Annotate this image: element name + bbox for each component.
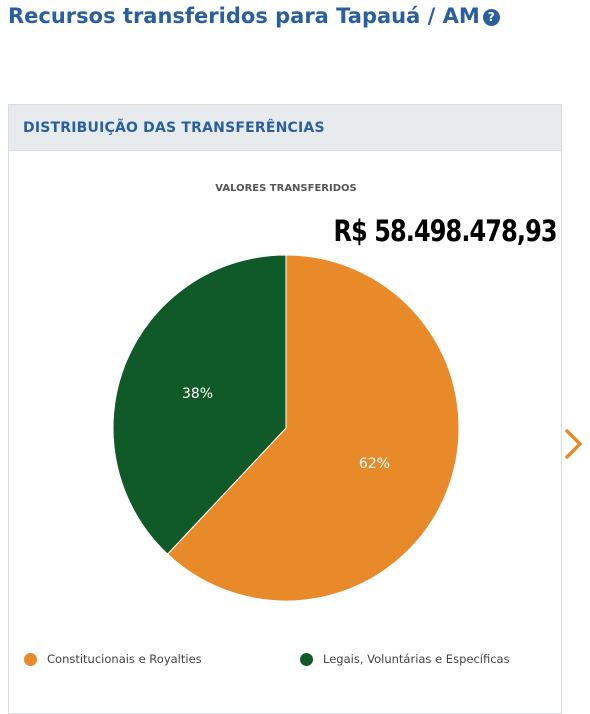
legend-item-constitucionais[interactable]: Constitucionais e Royalties <box>24 652 202 666</box>
pie-label-0: 62% <box>359 456 390 472</box>
legend-color-legais <box>300 652 313 666</box>
legend-color-constitucionais <box>24 652 37 666</box>
pie-slice-0[interactable] <box>166 254 460 602</box>
chevron-right-icon[interactable] <box>563 428 585 460</box>
legend-label-constitucionais: Constitucionais e Royalties <box>47 652 202 666</box>
total-value: R$ 58.498.478,93 <box>327 206 558 256</box>
pie-slice-1[interactable] <box>112 254 287 555</box>
panel-header: DISTRIBUIÇÃO DAS TRANSFERÊNCIAS <box>9 105 561 151</box>
question-circle-icon[interactable]: ? <box>482 9 500 26</box>
chart-title: VALORES TRANSFERIDOS <box>215 183 357 194</box>
page-title: Recursos transferidos para Tapauá / AM? <box>8 4 500 28</box>
pie-label-1: 38% <box>182 386 213 402</box>
panel-title: DISTRIBUIÇÃO DAS TRANSFERÊNCIAS <box>23 119 325 136</box>
legend-item-legais[interactable]: Legais, Voluntárias e Específicas <box>300 652 510 666</box>
page-title-text: Recursos transferidos para Tapauá / AM <box>8 4 480 28</box>
legend-label-legais: Legais, Voluntárias e Específicas <box>323 652 510 666</box>
